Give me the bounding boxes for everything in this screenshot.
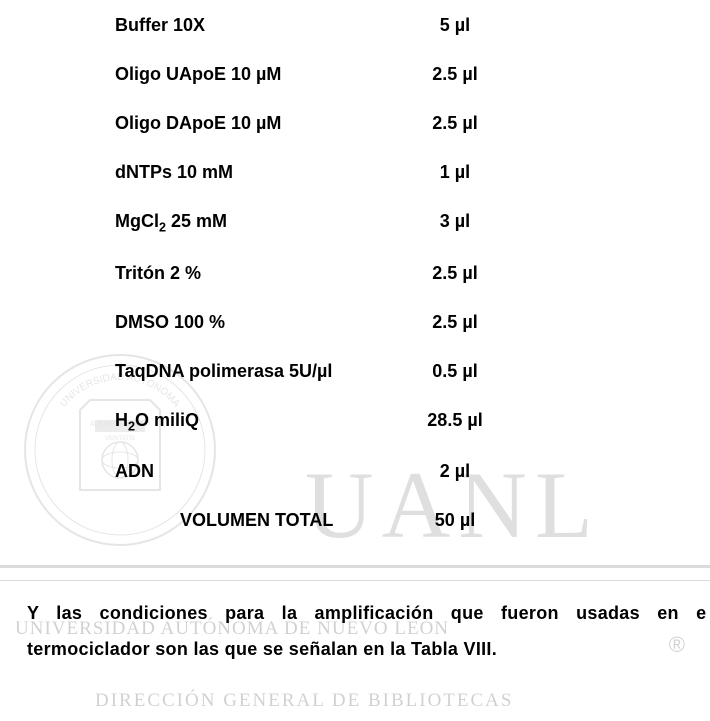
reagent-row: H2O miliQ28.5 µl — [0, 410, 710, 434]
paragraph-line-2: termociclador son las que se señalan en … — [27, 639, 497, 659]
reagent-value: 0.5 µl — [405, 361, 505, 382]
reagent-value: 2.5 µl — [405, 64, 505, 85]
reagent-row: Tritón 2 %2.5 µl — [0, 263, 710, 284]
reagent-name: DMSO 100 % — [115, 312, 405, 333]
reagent-name: TaqDNA polimerasa 5U/µl — [115, 361, 405, 382]
reagent-row: MgCl2 25 mM3 µl — [0, 211, 710, 235]
reagent-value: 1 µl — [405, 162, 505, 183]
reagent-row: Oligo DApoE 10 µM2.5 µl — [0, 113, 710, 134]
reagent-table: Buffer 10X5 µlOligo UApoE 10 µM2.5 µlOli… — [0, 0, 710, 531]
reagent-name: Oligo DApoE 10 µM — [115, 113, 405, 134]
reagent-value: 28.5 µl — [405, 410, 505, 431]
total-value: 50 µl — [405, 510, 505, 531]
reagent-value: 2.5 µl — [405, 312, 505, 333]
paragraph-line-1: Y las condiciones para la amplificación … — [27, 603, 706, 623]
total-label: VOLUMEN TOTAL — [180, 510, 405, 531]
watermark-direction-name: DIRECCIÓN GENERAL DE BIBLIOTECAS — [95, 690, 513, 712]
reagent-row: Buffer 10X5 µl — [0, 15, 710, 36]
reagent-row: DMSO 100 %2.5 µl — [0, 312, 710, 333]
reagent-row: TaqDNA polimerasa 5U/µl0.5 µl — [0, 361, 710, 382]
reagent-row: ADN2 µl — [0, 461, 710, 482]
reagent-value: 5 µl — [405, 15, 505, 36]
watermark-divider-2 — [0, 580, 710, 581]
reagent-name: dNTPs 10 mM — [115, 162, 405, 183]
reagent-name: ADN — [115, 461, 405, 482]
reagent-value: 3 µl — [405, 211, 505, 232]
total-row: VOLUMEN TOTAL 50 µl — [0, 510, 710, 531]
reagent-row: Oligo UApoE 10 µM2.5 µl — [0, 64, 710, 85]
reagent-name: Oligo UApoE 10 µM — [115, 64, 405, 85]
reagent-value: 2.5 µl — [405, 113, 505, 134]
reagent-name: H2O miliQ — [115, 410, 405, 434]
watermark-divider-1 — [0, 565, 710, 568]
reagent-value: 2 µl — [405, 461, 505, 482]
reagent-name: Buffer 10X — [115, 15, 405, 36]
reagent-name: MgCl2 25 mM — [115, 211, 405, 235]
reagent-value: 2.5 µl — [405, 263, 505, 284]
reagent-name: Tritón 2 % — [115, 263, 405, 284]
reagent-row: dNTPs 10 mM1 µl — [0, 162, 710, 183]
paragraph-text: Y las condiciones para la amplificación … — [27, 595, 710, 667]
